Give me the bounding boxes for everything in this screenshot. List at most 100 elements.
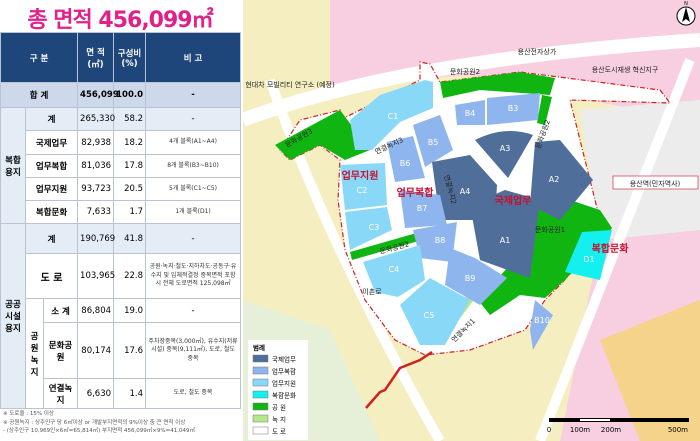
- ratio-value: 18.2: [113, 130, 147, 155]
- footnote: - (상주인구 10,969인×6㎡=65,814㎡) 부지면적 456,099…: [3, 428, 195, 435]
- road: [535, 58, 695, 441]
- block-B10[interactable]: [530, 300, 553, 350]
- road: [243, 33, 700, 127]
- block-B8[interactable]: [413, 222, 457, 262]
- footnotes: ※ 도로율 : 15% 이상 ※ 공원녹지 : 상주인구 당 6㎡이상 or 개…: [3, 410, 195, 436]
- header-note: 비 고: [145, 32, 242, 83]
- group-park-green: 공원 녹지: [25, 298, 44, 409]
- block-D1[interactable]: [565, 230, 612, 280]
- block-C5[interactable]: [400, 278, 470, 345]
- area-value: 80,174: [77, 322, 115, 379]
- table-row: 연결녹지 6,630 1.4 도로, 철도 중복: [1, 378, 242, 409]
- ratio-value: 1.7: [113, 200, 147, 224]
- block-B3[interactable]: [487, 93, 540, 125]
- legend-label: 업무복합: [272, 367, 296, 376]
- block-B5[interactable]: [413, 115, 453, 167]
- label-park-2: 문화공원2: [450, 67, 480, 76]
- label-A4: A4: [460, 187, 471, 196]
- legend-swatch: [252, 354, 269, 363]
- label-yongsan-station: 용산역(민자역사): [630, 179, 681, 188]
- road: [265, 78, 445, 441]
- ratio-value: 19.0: [113, 298, 147, 323]
- area-value: 190,769: [77, 223, 115, 254]
- station-area: [580, 100, 700, 240]
- note: 4개 블록(A1~A4): [145, 130, 242, 155]
- label-C3: C3: [369, 223, 380, 232]
- label-D1: D1: [583, 255, 594, 264]
- scale-bar: 0 100m 200m 500m: [547, 418, 689, 434]
- label-electronics-market: 용산전자상가: [518, 47, 557, 56]
- label-B8: B8: [435, 236, 446, 245]
- row-label: 소 계: [42, 298, 79, 323]
- legend-label: 녹 지: [272, 415, 286, 424]
- legend-label: 공 원: [272, 403, 286, 412]
- row-label: 계: [24, 223, 79, 254]
- label-ichon-ro: 이촌로: [362, 287, 382, 296]
- row-label: 국제업무: [24, 130, 79, 155]
- block-A1[interactable]: [470, 190, 540, 278]
- note: -: [145, 298, 242, 323]
- block-C3[interactable]: [345, 207, 392, 250]
- block-B6[interactable]: [387, 136, 425, 182]
- table-header: 구 분 면 적(㎡) 구성비 (%) 비 고: [0, 32, 242, 83]
- block-B7[interactable]: [400, 190, 447, 228]
- park-2b: [350, 232, 422, 260]
- group-mixed-use: 복합 용지: [0, 107, 26, 224]
- legend-swatch: [252, 390, 269, 399]
- label-B9: B9: [465, 274, 476, 283]
- label-B6: B6: [400, 159, 411, 168]
- note: -: [145, 82, 242, 108]
- block-C1[interactable]: [350, 80, 433, 150]
- table-row: 국제업무 82,938 18.2 4개 블록(A1~A4): [1, 130, 242, 155]
- ratio-value: 1.4: [113, 378, 147, 409]
- label-renewal-district: 용산도시재생 혁신지구: [592, 65, 659, 74]
- note: -: [145, 107, 242, 131]
- header-area: 면 적(㎡): [77, 32, 115, 83]
- block-C4[interactable]: [363, 245, 425, 297]
- land-use-table: 구 분 면 적(㎡) 구성비 (%) 비 고 합 계 456,099 100.0- …: [0, 32, 242, 409]
- table-row: 도 로 103,965 22.8 공원·녹지·철도·지하차도·공동구·유수지 및 입체…: [1, 253, 242, 299]
- row-label: 연결녹지: [42, 378, 79, 409]
- note: 5개 블록(C1~C5): [145, 177, 242, 201]
- footnote: ※ 공원녹지 : 상주인구 당 6㎡이상 or 개발부지면적의 9%이상 중 큰…: [3, 419, 186, 426]
- area-value: 6,630: [77, 378, 115, 409]
- legend-label: 도 로: [272, 428, 286, 436]
- legend-swatch: [252, 426, 269, 435]
- note: 공원·녹지·철도·지하차도·공동구·유수지 및 입체적결정 중복면적 포함 시 …: [145, 253, 242, 299]
- label-B3: B3: [508, 104, 519, 113]
- area-value: 456,099: [77, 82, 119, 108]
- zone-label-culture: 복합문화: [592, 242, 630, 255]
- block-A3[interactable]: [475, 131, 533, 178]
- area-value: 93,723: [77, 177, 115, 201]
- scale-bar-fill: [549, 418, 689, 422]
- ratio-value: 41.8: [113, 223, 147, 254]
- scale-200: 200m: [601, 426, 621, 434]
- note: 8개 블록(B3~B10): [145, 154, 242, 178]
- area-value: 7,633: [77, 200, 115, 224]
- ratio-value: 20.5: [113, 177, 147, 201]
- zone-label-support: 업무지원: [342, 169, 379, 182]
- legend-label: 업무지원: [272, 379, 296, 388]
- block-A2[interactable]: [530, 140, 593, 220]
- block-B9[interactable]: [445, 248, 507, 305]
- table-row: 복합 용지 계 265,330 58.2-: [0, 107, 242, 224]
- legend-title: 범례: [253, 343, 265, 352]
- ratio-value: 17.6: [113, 322, 147, 379]
- label-B5: B5: [428, 138, 439, 147]
- legend-swatch: [252, 402, 269, 411]
- row-label: 업무지원: [24, 177, 79, 201]
- header-ratio: 구성비 (%): [113, 32, 147, 83]
- area-value: 265,330: [77, 107, 115, 131]
- row-label: 계: [24, 107, 79, 131]
- row-label: 도 로: [24, 253, 79, 299]
- scale-bar-segment: [580, 419, 610, 421]
- label-A2: A2: [549, 175, 560, 184]
- park-2c: [537, 95, 552, 125]
- note: 1개 블록(D1): [145, 200, 242, 224]
- label-A1: A1: [500, 236, 511, 245]
- table-row: 공공 시설 용지 계 190,769 41.8-: [0, 223, 242, 409]
- block-C2[interactable]: [340, 163, 387, 210]
- green-link-path: [365, 350, 433, 409]
- block-B4[interactable]: [455, 100, 485, 125]
- legend-swatch: [252, 366, 269, 375]
